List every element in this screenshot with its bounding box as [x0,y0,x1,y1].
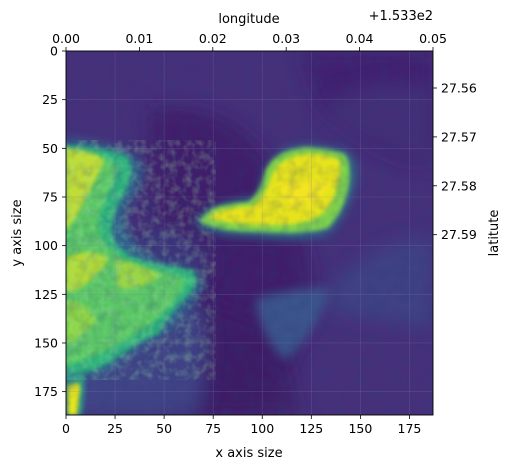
longitude-tick-label: 0.01 [125,31,153,46]
latitude-axis-label: latitute [487,210,502,257]
longitude-tick-label: 0.04 [346,31,374,46]
x-tick-label: 0 [62,421,70,436]
latitude-tick-label: 27.59 [441,227,477,242]
heatmap-image [66,51,433,415]
axes-frame [65,50,434,416]
y-tick-label: 125 [34,287,58,302]
y-tick-label: 0 [50,44,58,59]
y-tick-label: 25 [42,92,58,107]
x-tick-label: 50 [156,421,172,436]
x-axis-label: x axis size [215,446,282,461]
longitude-tick-label: 0.05 [419,31,447,46]
y-tick-label: 175 [34,384,58,399]
longitude-axis-label: longitude [218,12,279,27]
y-axis-label: y axis size [10,199,25,266]
x-tick-label: 100 [250,421,274,436]
y-tick-label: 100 [34,238,58,253]
x-tick-label: 25 [107,421,123,436]
x-tick-label: 150 [348,421,372,436]
longitude-tick-label: 0.00 [52,31,80,46]
grid-lines [65,50,433,415]
longitude-tick-label: 0.02 [199,31,227,46]
longitude-offset-text: +1.533e2 [369,9,433,24]
latitude-tick-label: 27.57 [441,129,477,144]
y-tick-label: 50 [42,141,58,156]
longitude-tick-label: 0.03 [272,31,300,46]
y-tick-label: 150 [34,335,58,350]
latitude-tick-label: 27.56 [441,81,477,96]
y-tick-label: 75 [42,189,58,204]
axis-ticks: 0 25 50 75 100 125 150 175 0 25 50 75 100 125 150 175 0.… [34,31,477,436]
latitude-tick-label: 27.58 [441,178,477,193]
x-tick-label: 75 [205,421,221,436]
x-tick-label: 125 [299,421,323,436]
x-tick-label: 175 [398,421,422,436]
